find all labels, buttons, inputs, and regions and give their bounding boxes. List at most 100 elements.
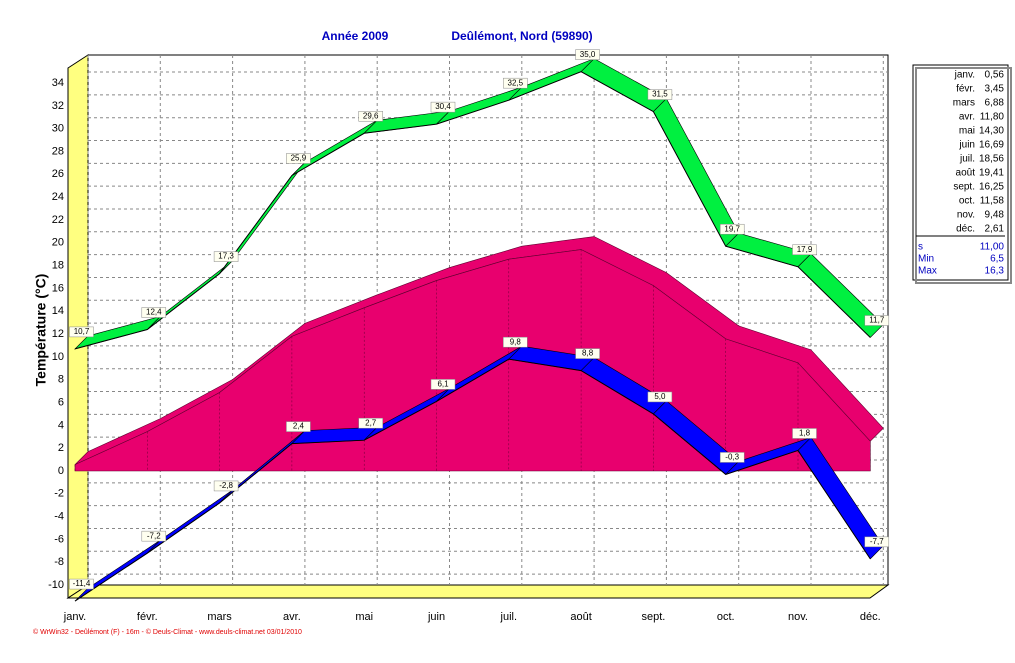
data-label-box <box>69 326 94 338</box>
data-label: 32,5 <box>508 78 524 87</box>
x-tick-label: nov. <box>788 611 808 623</box>
data-label-box <box>503 77 528 89</box>
data-label-box <box>213 251 239 262</box>
x-tick-label: sept. <box>641 611 665 623</box>
legend-value: 6,88 <box>985 98 1005 109</box>
legend-month: août <box>956 168 976 179</box>
y-tick-label: 0 <box>58 465 64 477</box>
footer: © WrWin32 - Deûlémont (F) - 16m - © Deul… <box>33 628 302 636</box>
legend: janv. 0,56 févr. 3,45 mars 6,88 avr. 11,80 mai 14… <box>918 70 1004 277</box>
data-label-box <box>430 101 456 113</box>
data-label: 5,0 <box>654 392 666 401</box>
legend-month: sept. <box>953 182 975 193</box>
y-tick-label: -8 <box>54 556 64 568</box>
legend-value: 19,41 <box>979 168 1004 179</box>
data-label-box <box>286 153 311 164</box>
x-tick-label: avr. <box>283 611 301 623</box>
data-label-box <box>286 421 311 432</box>
stat-label: s <box>918 242 923 253</box>
data-label: -11,4 <box>73 579 91 588</box>
legend-value: 18,56 <box>979 154 1004 165</box>
data-label-box <box>213 480 239 492</box>
x-tick-label: août <box>570 611 591 623</box>
data-label: 17,9 <box>797 245 813 254</box>
data-label-box <box>358 111 383 122</box>
x-tick-label: juil. <box>500 611 518 623</box>
legend-month: mars <box>953 98 975 109</box>
stat-value: 6,5 <box>990 254 1004 265</box>
data-label: 1,8 <box>799 429 811 438</box>
x-tick-label: oct. <box>717 611 735 623</box>
data-label-box <box>792 428 817 439</box>
data-label: 2,4 <box>293 422 305 431</box>
legend-box <box>912 64 1009 281</box>
x-tick-label: mai <box>355 611 373 623</box>
data-label-box <box>792 244 817 256</box>
data-label-box <box>647 89 673 100</box>
y-tick-label: 6 <box>58 396 64 408</box>
data-label-box <box>719 452 745 463</box>
data-label-box <box>575 348 600 359</box>
legend-value: 16,25 <box>979 182 1004 193</box>
y-tick-label: -2 <box>54 488 64 500</box>
x-tick-label: déc. <box>860 611 881 623</box>
data-label: -2,8 <box>219 481 233 490</box>
data-label: 35,0 <box>580 50 596 59</box>
y-tick-label: 4 <box>58 419 64 431</box>
chart-title: Année 2009 <box>322 29 389 43</box>
data-label-box <box>141 530 167 542</box>
stat-value: 16,3 <box>985 266 1005 277</box>
stat-label: Max <box>918 266 937 277</box>
y-tick-label: 26 <box>52 168 64 180</box>
data-label-box <box>358 417 383 429</box>
legend-month: janv. <box>954 70 975 81</box>
data-label: 29,6 <box>363 111 379 120</box>
y-tick-label: 32 <box>52 100 64 112</box>
x-tick-label: janv. <box>63 611 86 623</box>
legend-value: 0,56 <box>985 70 1005 81</box>
data-label-box <box>141 307 167 318</box>
data-label-box <box>69 578 94 590</box>
legend-shadow <box>915 67 1012 284</box>
legend-month: déc. <box>956 224 975 235</box>
data-label: 9,8 <box>510 337 522 346</box>
data-label: 17,3 <box>218 252 234 261</box>
legend-value: 16,69 <box>979 140 1004 151</box>
y-tick-label: 12 <box>52 328 64 340</box>
legend-month: nov. <box>957 210 975 221</box>
y-tick-label: -10 <box>48 579 64 591</box>
data-label-box <box>575 49 600 60</box>
y-tick-label: 34 <box>52 77 64 89</box>
legend-value: 14,30 <box>979 126 1004 137</box>
y-tick-label: -4 <box>54 511 64 523</box>
y-tick-label: 30 <box>52 123 64 135</box>
data-label: 6,1 <box>437 380 449 389</box>
y-axis-label: Température (°C) <box>33 274 49 387</box>
floor <box>66 584 890 599</box>
data-label-box <box>864 315 890 326</box>
legend-month: mai <box>959 126 975 137</box>
legend-month: juin <box>958 140 975 151</box>
x-tick-label: févr. <box>137 611 158 623</box>
data-label: -0,3 <box>725 453 739 462</box>
legend-month: févr. <box>956 84 975 95</box>
y-tick-label: 16 <box>52 282 64 294</box>
legend-month: oct. <box>959 196 975 207</box>
data-label: 25,9 <box>291 154 307 163</box>
legend-value: 11,80 <box>980 112 1005 123</box>
data-label: 19,7 <box>724 224 740 233</box>
line <box>74 358 871 602</box>
legend-month: juil. <box>959 154 975 165</box>
x-tick-label: juin <box>427 611 445 623</box>
data-label: 11,7 <box>869 316 885 325</box>
stat-value: 11,00 <box>980 242 1005 253</box>
legend-value: 3,45 <box>985 84 1005 95</box>
y-tick-label: 28 <box>52 145 64 157</box>
x-tick-label: mars <box>207 611 232 623</box>
y-tick-label: 18 <box>52 260 64 272</box>
data-label-box <box>719 223 745 235</box>
stat-label: Min <box>918 254 934 265</box>
data-label: -7,7 <box>870 537 884 546</box>
